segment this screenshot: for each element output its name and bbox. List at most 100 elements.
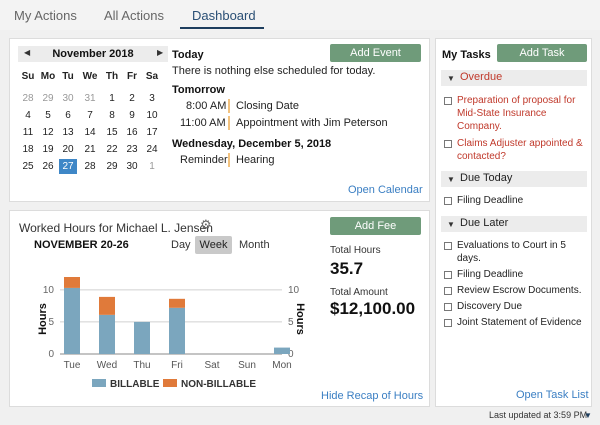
calendar-day[interactable]: 11 xyxy=(22,127,34,138)
calendar-dow-label: Th xyxy=(105,71,119,82)
calendar-day[interactable]: 14 xyxy=(84,127,96,138)
gear-icon[interactable]: ⚙ xyxy=(200,217,212,232)
task-checkbox[interactable] xyxy=(444,319,452,327)
task-checkbox[interactable] xyxy=(444,271,452,279)
calendar-day[interactable]: 1 xyxy=(149,161,155,172)
calendar-day[interactable]: 22 xyxy=(106,144,118,155)
collapse-icon: ▼ xyxy=(447,74,455,83)
calendar-day[interactable]: 12 xyxy=(42,127,54,138)
calendar-day[interactable]: 23 xyxy=(126,144,138,155)
task-checkbox[interactable] xyxy=(444,242,452,250)
calendar-day[interactable]: 5 xyxy=(45,110,51,121)
calendar-day[interactable]: 18 xyxy=(22,144,34,155)
calendar-day[interactable]: 8 xyxy=(109,110,115,121)
tasks-panel: My Tasks Add Task ▼ Overdue Preparation … xyxy=(435,38,592,407)
calendar-day[interactable]: 1 xyxy=(109,93,115,104)
task-item[interactable]: Filing Deadline xyxy=(457,269,524,280)
calendar-day[interactable]: 30 xyxy=(126,161,138,172)
calendar-day[interactable]: 28 xyxy=(84,161,96,172)
bar-billable xyxy=(99,314,115,354)
calendar-day[interactable]: 17 xyxy=(146,127,158,138)
calendar-day[interactable]: 4 xyxy=(25,110,31,121)
calendar-day[interactable]: 3 xyxy=(149,93,155,104)
event-title[interactable]: Closing Date xyxy=(236,100,299,112)
prev-month-icon[interactable]: ◀ xyxy=(24,48,31,57)
y-tick-label-right: 5 xyxy=(288,317,294,328)
total-hours-value: 35.7 xyxy=(330,259,364,278)
add-task-button[interactable]: Add Task xyxy=(497,44,587,62)
calendar-day[interactable]: 9 xyxy=(129,110,135,121)
calendar-day[interactable]: 21 xyxy=(84,144,96,155)
calendar-day[interactable]: 27 xyxy=(59,159,77,174)
calendar-day[interactable]: 10 xyxy=(146,110,158,121)
task-item[interactable]: Joint Statement of Evidence xyxy=(457,317,582,328)
task-checkbox[interactable] xyxy=(444,140,452,148)
worked-hours-panel: Worked Hours for Michael L. Jensen ⚙ NOV… xyxy=(9,210,430,407)
calendar-day[interactable]: 20 xyxy=(62,144,74,155)
tab-my-actions[interactable]: My Actions xyxy=(14,8,77,23)
calendar-day[interactable]: 6 xyxy=(65,110,71,121)
later-heading: Wednesday, December 5, 2018 xyxy=(172,138,332,150)
event-title[interactable]: Appointment with Jim Peterson xyxy=(236,117,388,129)
add-event-button[interactable]: Add Event xyxy=(330,44,421,62)
y-tick-label: 10 xyxy=(43,285,55,296)
task-item[interactable]: Claims Adjuster appointed & contacted? xyxy=(457,138,583,162)
calendar-dow-label: Tu xyxy=(62,71,74,82)
open-task-list-link[interactable]: Open Task List xyxy=(516,389,589,401)
calendar-day[interactable]: 2 xyxy=(129,93,135,104)
hide-recap-link[interactable]: Hide Recap of Hours xyxy=(321,390,424,402)
calendar-day[interactable]: 19 xyxy=(42,144,54,155)
open-calendar-link[interactable]: Open Calendar xyxy=(348,184,423,196)
y-tick-label-right: 10 xyxy=(288,285,300,296)
tab-dashboard[interactable]: Dashboard xyxy=(192,8,256,23)
task-checkbox[interactable] xyxy=(444,197,452,205)
calendar-dow-label: Fr xyxy=(127,71,137,82)
task-item[interactable]: Discovery Due xyxy=(457,301,523,312)
view-week-button[interactable]: Week xyxy=(195,236,232,254)
calendar-day[interactable]: 31 xyxy=(84,93,96,104)
overdue-section-header[interactable]: ▼ Overdue xyxy=(441,70,587,86)
tasks-title: My Tasks xyxy=(442,49,491,61)
task-item[interactable]: Evaluations to Court in 5 days. xyxy=(457,240,566,264)
add-fee-button[interactable]: Add Fee xyxy=(330,217,421,235)
x-tick-label: Sat xyxy=(204,360,219,371)
calendar-day[interactable]: 16 xyxy=(126,127,138,138)
bar-non-billable xyxy=(169,298,185,308)
bar-billable xyxy=(64,287,80,354)
calendar-day[interactable]: 30 xyxy=(62,93,74,104)
calendar-day[interactable]: 29 xyxy=(42,93,54,104)
calendar-day[interactable]: 15 xyxy=(106,127,118,138)
calendar-dow-label: We xyxy=(82,71,98,82)
due-today-section-header[interactable]: ▼ Due Today xyxy=(441,171,587,187)
task-checkbox[interactable] xyxy=(444,303,452,311)
task-checkbox[interactable] xyxy=(444,287,452,295)
event-marker xyxy=(228,153,230,167)
y-axis-title: Hours xyxy=(37,303,49,335)
x-tick-label: Wed xyxy=(97,360,117,371)
collapse-icon: ▼ xyxy=(447,220,455,229)
x-tick-label: Tue xyxy=(64,360,81,371)
due-later-section-header[interactable]: ▼ Due Later xyxy=(441,216,587,232)
calendar-day[interactable]: 29 xyxy=(106,161,118,172)
tab-all-actions[interactable]: All Actions xyxy=(104,8,164,23)
last-updated-text: Last updated at 3:59 PM xyxy=(489,410,588,420)
task-item[interactable]: Preparation of proposal for Mid-State In… xyxy=(457,95,576,132)
legend-label: BILLABLE xyxy=(110,379,160,390)
chevron-down-icon[interactable]: ▼ xyxy=(584,411,592,420)
view-month-button[interactable]: Month xyxy=(239,239,270,251)
calendar-day[interactable]: 28 xyxy=(22,93,34,104)
due-later-label: Due Later xyxy=(460,217,509,229)
event-title[interactable]: Hearing xyxy=(236,154,275,166)
tab-bar: My Actions All Actions Dashboard xyxy=(0,0,600,30)
task-item[interactable]: Filing Deadline xyxy=(457,195,524,206)
calendar-day[interactable]: 25 xyxy=(22,161,34,172)
calendar-dow-label: Mo xyxy=(40,71,56,82)
task-item[interactable]: Review Escrow Documents. xyxy=(457,285,582,296)
calendar-day[interactable]: 13 xyxy=(62,127,74,138)
calendar-day[interactable]: 24 xyxy=(146,144,158,155)
calendar-day[interactable]: 26 xyxy=(42,161,54,172)
view-day-button[interactable]: Day xyxy=(171,239,191,251)
next-month-icon[interactable]: ▶ xyxy=(157,48,164,57)
calendar-day[interactable]: 7 xyxy=(87,110,93,121)
task-checkbox[interactable] xyxy=(444,97,452,105)
